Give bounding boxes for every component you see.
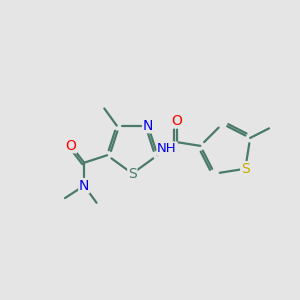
- Text: O: O: [65, 139, 76, 153]
- Text: N: N: [143, 118, 153, 133]
- Text: S: S: [241, 162, 250, 176]
- Text: NH: NH: [157, 142, 177, 155]
- Text: S: S: [128, 167, 137, 181]
- Text: N: N: [79, 179, 89, 193]
- Text: O: O: [171, 114, 182, 128]
